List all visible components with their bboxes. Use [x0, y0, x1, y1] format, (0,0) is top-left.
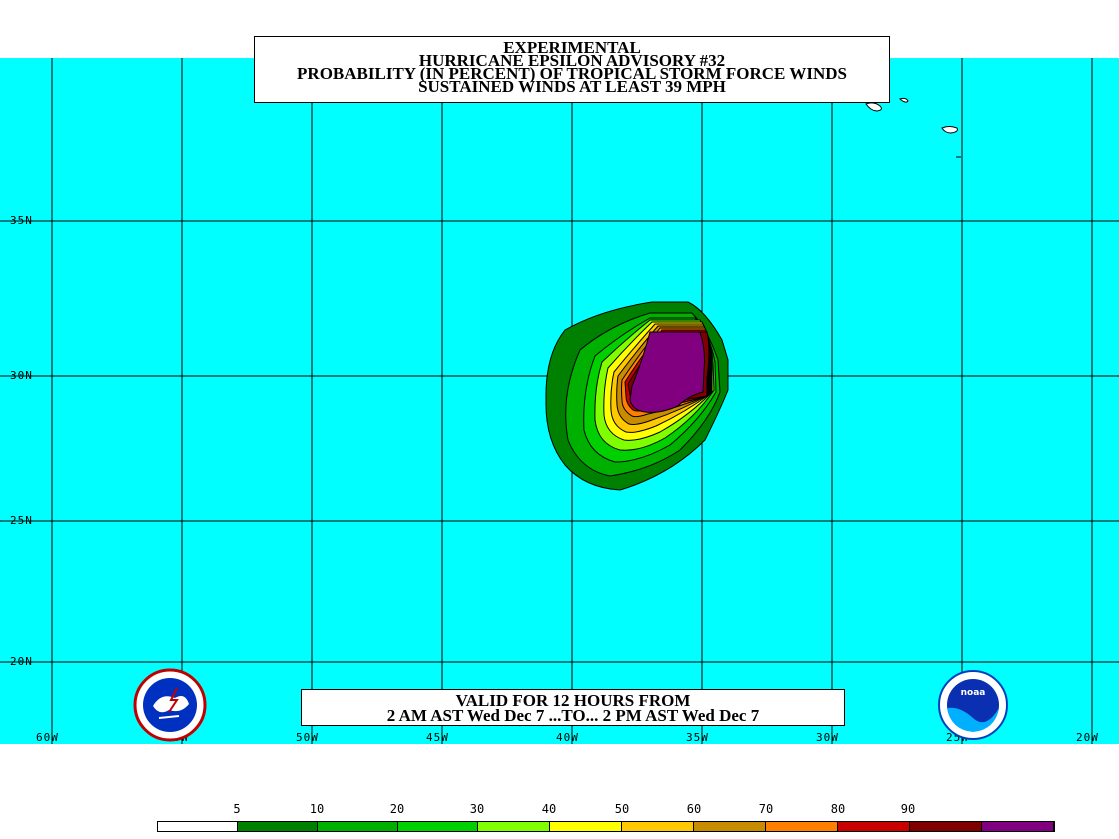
legend-swatch	[550, 822, 622, 831]
legend-tick-20: 20	[389, 802, 405, 816]
title-line-3: PROBABILITY (IN PERCENT) OF TROPICAL STO…	[297, 64, 847, 83]
legend-tick-30: 30	[469, 802, 485, 816]
legend-tick-90: 90	[900, 802, 916, 816]
lat-label-20n: 20N	[10, 655, 33, 668]
valid-period-box: VALID FOR 12 HOURS FROM 2 AM AST Wed Dec…	[301, 689, 845, 726]
lon-label-45w: 45W	[426, 731, 449, 744]
legend-tick-40: 40	[541, 802, 557, 816]
svg-text:noaa: noaa	[961, 688, 986, 698]
lon-label-30w: 30W	[816, 731, 839, 744]
legend-swatch	[766, 822, 838, 831]
legend-swatch	[838, 822, 910, 831]
lat-label-35n: 35N	[10, 214, 33, 227]
valid-line-1: VALID FOR 12 HOURS FROM	[455, 691, 691, 710]
legend-swatch	[398, 822, 478, 831]
legend-swatch	[158, 822, 238, 831]
lat-label-25n: 25N	[10, 514, 33, 527]
nws-logo	[133, 668, 207, 742]
title-line-1: EXPERIMENTAL	[503, 38, 641, 57]
legend-tick-80: 80	[830, 802, 846, 816]
legend-tick-5: 5	[233, 802, 241, 816]
legend-tick-50: 50	[614, 802, 630, 816]
legend-tick-70: 70	[758, 802, 774, 816]
probability-contours	[545, 301, 729, 491]
map-title-box: EXPERIMENTAL HURRICANE EPSILON ADVISORY …	[254, 36, 890, 103]
title-line-2: HURRICANE EPSILON ADVISORY #32	[418, 51, 726, 70]
lon-label-40w: 40W	[556, 731, 579, 744]
lon-label-50w: 50W	[296, 731, 319, 744]
lon-label-60w: 60W	[36, 731, 59, 744]
lat-label-30n: 30N	[10, 369, 33, 382]
valid-line-2: 2 AM AST Wed Dec 7 ...TO... 2 PM AST Wed…	[386, 706, 760, 725]
legend-swatch	[982, 822, 1054, 831]
legend-tick-10: 10	[309, 802, 325, 816]
legend-swatch	[318, 822, 398, 831]
legend-swatch	[694, 822, 766, 831]
legend-swatch	[622, 822, 694, 831]
contour-max	[629, 331, 705, 413]
legend-swatch	[478, 822, 550, 831]
lon-label-35w: 35W	[686, 731, 709, 744]
legend-swatch	[238, 822, 318, 831]
legend-swatch	[910, 822, 982, 831]
noaa-logo: noaa	[938, 670, 1008, 740]
legend-tick-60: 60	[686, 802, 702, 816]
legend-color-bar	[157, 821, 1055, 832]
lon-label-20w: 20W	[1076, 731, 1099, 744]
title-line-4: SUSTAINED WINDS AT LEAST 39 MPH	[418, 77, 726, 96]
azores-islands	[865, 97, 961, 158]
